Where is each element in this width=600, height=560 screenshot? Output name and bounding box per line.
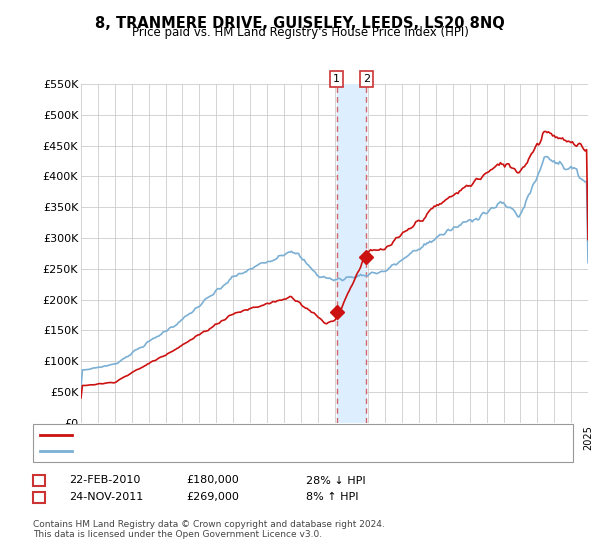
Text: 28% ↓ HPI: 28% ↓ HPI xyxy=(306,475,365,486)
Text: 22-FEB-2010: 22-FEB-2010 xyxy=(69,475,140,486)
Text: 2: 2 xyxy=(363,74,370,84)
Text: 8, TRANMERE DRIVE, GUISELEY, LEEDS, LS20 8NQ: 8, TRANMERE DRIVE, GUISELEY, LEEDS, LS20… xyxy=(95,16,505,31)
Text: 2: 2 xyxy=(35,492,43,502)
Text: 1: 1 xyxy=(333,74,340,84)
Text: HPI: Average price, detached house, Leeds: HPI: Average price, detached house, Leed… xyxy=(78,446,301,456)
Text: £180,000: £180,000 xyxy=(186,475,239,486)
Text: Price paid vs. HM Land Registry's House Price Index (HPI): Price paid vs. HM Land Registry's House … xyxy=(131,26,469,39)
Text: 24-NOV-2011: 24-NOV-2011 xyxy=(69,492,143,502)
Bar xyxy=(337,84,367,423)
Text: 8, TRANMERE DRIVE, GUISELEY, LEEDS, LS20 8NQ (detached house): 8, TRANMERE DRIVE, GUISELEY, LEEDS, LS20… xyxy=(78,430,433,440)
Text: Contains HM Land Registry data © Crown copyright and database right 2024.
This d: Contains HM Land Registry data © Crown c… xyxy=(33,520,385,539)
Text: £269,000: £269,000 xyxy=(186,492,239,502)
Text: 1: 1 xyxy=(35,475,43,486)
Text: 8% ↑ HPI: 8% ↑ HPI xyxy=(306,492,359,502)
